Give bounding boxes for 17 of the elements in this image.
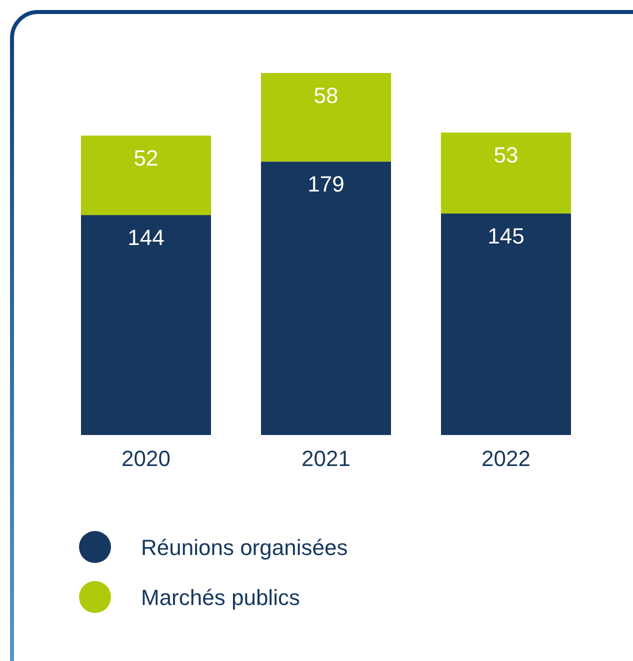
data-label: 58 <box>314 83 338 108</box>
x-tick-label: 2020 <box>122 446 170 471</box>
legend-label: Marchés publics <box>141 585 300 610</box>
bar <box>81 136 211 216</box>
bar <box>261 162 391 435</box>
data-label: 179 <box>308 172 344 197</box>
legend-label: Réunions organisées <box>141 535 348 560</box>
x-tick-label: 2021 <box>302 446 350 471</box>
bar <box>441 132 571 214</box>
data-label: 145 <box>488 224 524 249</box>
bar <box>81 215 211 435</box>
x-tick-label: 2022 <box>482 446 530 471</box>
data-label: 53 <box>494 142 518 168</box>
bar <box>441 214 571 435</box>
bar <box>261 73 391 162</box>
data-label: 52 <box>134 146 158 171</box>
data-label: 144 <box>128 225 164 250</box>
